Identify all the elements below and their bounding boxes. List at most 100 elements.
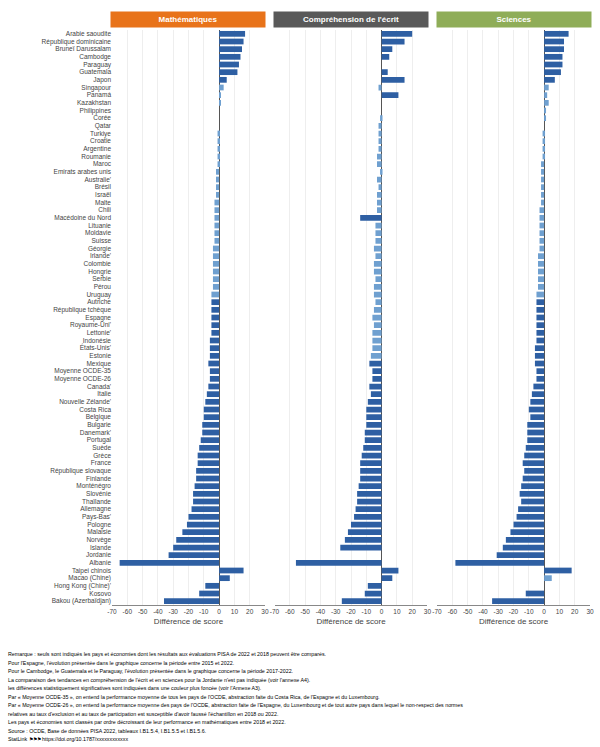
- svg-text:Maroc: Maroc: [93, 160, 112, 167]
- svg-text:Bruneï Darussalam: Bruneï Darussalam: [55, 45, 111, 52]
- svg-text:Hong Kong (Chine)': Hong Kong (Chine)': [54, 582, 111, 590]
- svg-text:Différence de score: Différence de score: [154, 617, 224, 626]
- svg-text:Uruguay: Uruguay: [86, 291, 111, 299]
- svg-text:Pour le Cambodge, le Guatemala: Pour le Cambodge, le Guatemala et le Par…: [8, 668, 293, 674]
- svg-text:Pays-Bas': Pays-Bas': [82, 513, 111, 521]
- svg-text:Roumanie: Roumanie: [81, 153, 111, 160]
- svg-text:La comparaison des tendances e: La comparaison des tendances en compréhe…: [8, 677, 310, 683]
- svg-text:Paraguay: Paraguay: [83, 61, 112, 69]
- svg-text:Géorgie: Géorgie: [88, 245, 112, 253]
- svg-text:Grèce: Grèce: [93, 452, 111, 459]
- svg-text:Moyenne OCDE-26: Moyenne OCDE-26: [54, 375, 111, 383]
- svg-text:-50: -50: [138, 608, 148, 615]
- svg-text:Moldavie: Moldavie: [85, 229, 111, 236]
- svg-text:Hongrie: Hongrie: [88, 268, 111, 276]
- svg-text:Costa Rica: Costa Rica: [79, 406, 111, 413]
- svg-text:-20: -20: [509, 608, 519, 615]
- svg-text:Islande: Islande: [90, 544, 111, 551]
- svg-text:Qatar: Qatar: [95, 122, 112, 130]
- svg-text:20: 20: [409, 608, 417, 615]
- svg-text:20: 20: [246, 608, 254, 615]
- svg-text:0: 0: [217, 608, 221, 615]
- svg-text:Cambodge: Cambodge: [79, 53, 111, 61]
- svg-text:Pologne: Pologne: [87, 521, 111, 529]
- svg-text:Suède: Suède: [92, 444, 111, 451]
- svg-text:-20: -20: [184, 608, 194, 615]
- svg-text:Croatie: Croatie: [90, 137, 111, 144]
- svg-text:Différence de score: Différence de score: [316, 617, 386, 626]
- svg-text:Kosovo: Kosovo: [89, 590, 111, 597]
- svg-text:Par « Moyenne OCDE-35 », on en: Par « Moyenne OCDE-35 », on entend la pe…: [8, 694, 380, 700]
- svg-text:Espagne: Espagne: [85, 314, 111, 322]
- svg-text:République tchèque: République tchèque: [53, 306, 111, 314]
- svg-text:Remarque : seuls sont indiqués: Remarque : seuls sont indiqués les pays …: [8, 651, 326, 657]
- svg-text:-60: -60: [123, 608, 133, 615]
- svg-text:Compréhension de l'écrit: Compréhension de l'écrit: [303, 15, 399, 24]
- svg-text:-50: -50: [463, 608, 473, 615]
- svg-text:Taipei chinois: Taipei chinois: [72, 567, 112, 575]
- svg-text:-20: -20: [346, 608, 356, 615]
- svg-text:-30: -30: [168, 608, 178, 615]
- svg-text:Pour l'Espagne, l'évolution pr: Pour l'Espagne, l'évolution présentée da…: [8, 660, 234, 666]
- svg-text:-70: -70: [270, 608, 280, 615]
- svg-text:Monténégro: Monténégro: [76, 482, 111, 490]
- svg-text:-60: -60: [448, 608, 458, 615]
- svg-text:Indonésie: Indonésie: [83, 337, 112, 344]
- svg-text:Les pays et économies sont cla: Les pays et économies sont classés par o…: [8, 719, 286, 725]
- svg-text:Finlande: Finlande: [86, 475, 111, 482]
- svg-text:StatLink ⚑⚑⚑ https://doi.org/1: StatLink ⚑⚑⚑ https://doi.org/10.1787/xxx…: [8, 736, 128, 742]
- svg-text:Philippines: Philippines: [80, 107, 112, 115]
- svg-text:Colombie: Colombie: [84, 260, 112, 267]
- svg-text:Turkiye: Turkiye: [90, 130, 111, 138]
- svg-text:Arabie saoudite: Arabie saoudite: [66, 30, 112, 37]
- svg-text:-30: -30: [494, 608, 504, 615]
- svg-text:-10: -10: [524, 608, 534, 615]
- svg-text:Lituanie: Lituanie: [88, 222, 111, 229]
- svg-text:Suisse: Suisse: [91, 237, 111, 244]
- svg-text:Corée: Corée: [93, 114, 111, 121]
- svg-text:Moyenne OCDE-35: Moyenne OCDE-35: [54, 367, 111, 375]
- svg-text:France: France: [91, 459, 112, 466]
- svg-text:-10: -10: [199, 608, 209, 615]
- svg-text:les différences statistiquemen: les différences statistiquement signific…: [8, 685, 261, 691]
- svg-text:Jordanie: Jordanie: [86, 551, 111, 558]
- svg-text:Brésil: Brésil: [95, 183, 112, 190]
- svg-text:Allemagne: Allemagne: [80, 505, 111, 513]
- svg-text:Bakou (Azerbaïdjan): Bakou (Azerbaïdjan): [52, 597, 111, 605]
- svg-text:Macédoine du Nord: Macédoine du Nord: [54, 214, 111, 221]
- svg-text:Mexique: Mexique: [86, 360, 111, 368]
- svg-text:relatives au taux d'exclusion: relatives au taux d'exclusion et au taux…: [8, 711, 278, 717]
- svg-text:Mathématiques: Mathématiques: [159, 15, 218, 24]
- svg-text:Chili: Chili: [98, 206, 111, 213]
- svg-text:Thaïlande: Thaïlande: [82, 498, 111, 505]
- svg-text:30: 30: [424, 608, 432, 615]
- svg-text:Singapour: Singapour: [81, 84, 111, 92]
- svg-text:30: 30: [586, 608, 594, 615]
- svg-text:10: 10: [231, 608, 239, 615]
- svg-text:Australie': Australie': [84, 176, 111, 183]
- svg-text:Pérou: Pérou: [94, 283, 112, 290]
- svg-text:Norvège: Norvège: [86, 536, 111, 544]
- svg-text:Portugal: Portugal: [87, 436, 112, 444]
- svg-text:Danemark': Danemark': [80, 429, 111, 436]
- svg-text:10: 10: [556, 608, 564, 615]
- svg-text:République slovaque: République slovaque: [50, 467, 111, 475]
- svg-text:Emirats arabes unis: Emirats arabes unis: [54, 168, 112, 175]
- svg-text:-70: -70: [432, 608, 442, 615]
- svg-text:-10: -10: [362, 608, 372, 615]
- svg-text:Royaume-Uni': Royaume-Uni': [70, 321, 111, 329]
- svg-text:Israël: Israël: [95, 191, 111, 198]
- svg-text:Italie: Italie: [97, 390, 111, 397]
- svg-text:Argentine: Argentine: [83, 145, 111, 153]
- svg-text:Belgique: Belgique: [86, 413, 112, 421]
- svg-text:Japon: Japon: [93, 76, 111, 84]
- svg-text:Malaisie: Malaisie: [87, 528, 111, 535]
- svg-text:Kazakhstan: Kazakhstan: [77, 99, 111, 106]
- svg-text:-30: -30: [331, 608, 341, 615]
- svg-text:Serbie: Serbie: [92, 275, 111, 282]
- svg-text:Estonie: Estonie: [89, 352, 111, 359]
- svg-text:-40: -40: [478, 608, 488, 615]
- svg-text:Différence de score: Différence de score: [479, 617, 549, 626]
- svg-text:Lettonie': Lettonie': [87, 329, 111, 336]
- svg-text:20: 20: [571, 608, 579, 615]
